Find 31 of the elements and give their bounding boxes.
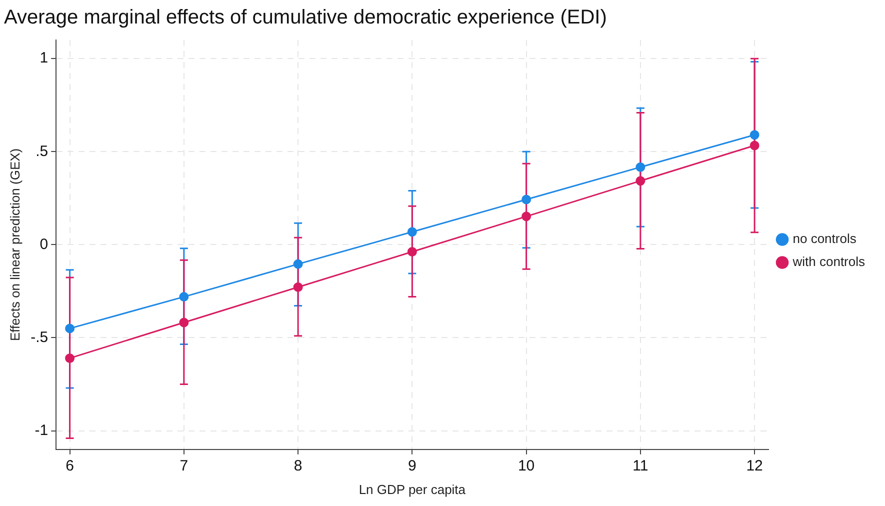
point [522, 212, 532, 222]
x-tick-label: 7 [180, 458, 188, 475]
y-tick-label: .5 [36, 142, 48, 160]
x-tick-label: 11 [632, 458, 648, 475]
x-tick-label: 9 [408, 458, 416, 475]
point [179, 292, 189, 302]
point [750, 140, 760, 150]
point [407, 227, 417, 237]
point [65, 324, 75, 334]
point [407, 247, 417, 257]
point [522, 194, 532, 204]
point [636, 162, 646, 172]
point [293, 259, 303, 269]
y-tick-label: 0 [40, 236, 48, 253]
x-tick-label: 12 [746, 458, 763, 475]
x-tick-label: 10 [518, 458, 535, 475]
y-tick-label: -1 [34, 422, 48, 439]
point [750, 130, 760, 140]
y-tick-label: 1 [40, 50, 48, 67]
legend-label: no controls [792, 231, 857, 246]
x-tick-label: 6 [66, 458, 74, 475]
x-axis-title: Ln GDP per capita [358, 482, 466, 497]
y-axis-title: Effects on linear prediction (GEX) [7, 148, 22, 342]
legend-label: with controls [792, 254, 866, 270]
y-tick-label: -.5 [30, 328, 48, 346]
chart-title: Average marginal effects of cumulative democratic experience (EDI) [4, 6, 607, 29]
point [636, 176, 646, 186]
point [179, 318, 189, 328]
point [65, 353, 75, 363]
x-tick-label: 8 [294, 458, 302, 475]
point [293, 282, 303, 292]
